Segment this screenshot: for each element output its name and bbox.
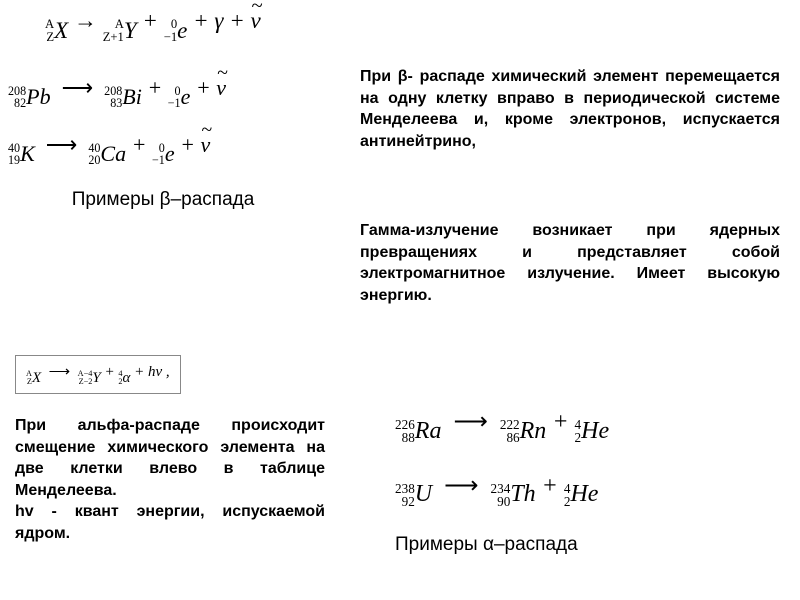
beta-explanation-text: При β- распаде химический элемент переме… xyxy=(360,66,780,152)
gamma-explanation-text: Гамма-излучение возникает при ядерных пр… xyxy=(360,220,780,306)
alpha-explanation-p2: hv - квант энергии, испускаемой ядром. xyxy=(15,501,325,544)
gamma-explanation-paragraph: Гамма-излучение возникает при ядерных пр… xyxy=(360,222,780,304)
beta-explanation-paragraph: При β- распаде химический элемент переме… xyxy=(360,68,780,150)
beta-examples-label: Примеры β–распада xyxy=(8,189,318,211)
main-beta-equation: AZ X → AZ+1 Y + 0−1 e + γ + ν xyxy=(45,8,261,44)
beta-eq-2: 4019 K ⟶ 4020 Ca + 0−1 e + ν xyxy=(8,132,318,167)
alpha-eq-2: 23892 U ⟶ 23490 Th + 42 He xyxy=(395,471,775,509)
alpha-rule-box: AZ X ⟶ A−4Z−2 Y + 42 α + hν , xyxy=(15,355,181,394)
alpha-examples-label: Примеры α–распада xyxy=(395,534,775,556)
beta-eq-1: 20882 Pb ⟶ 20883 Bi + 0−1 e + ν xyxy=(8,75,318,110)
alpha-examples-block: 22688 Ra ⟶ 22286 Rn + 42 He 23892 U ⟶ 23… xyxy=(395,395,775,556)
alpha-eq-1: 22688 Ra ⟶ 22286 Rn + 42 He xyxy=(395,407,775,445)
alpha-explanation-text: При альфа-распаде происходит смещение хи… xyxy=(15,415,325,545)
alpha-explanation-p1: При альфа-распаде происходит смещение хи… xyxy=(15,415,325,501)
beta-examples-block: 20882 Pb ⟶ 20883 Bi + 0−1 e + ν 4019 K ⟶… xyxy=(8,65,318,211)
